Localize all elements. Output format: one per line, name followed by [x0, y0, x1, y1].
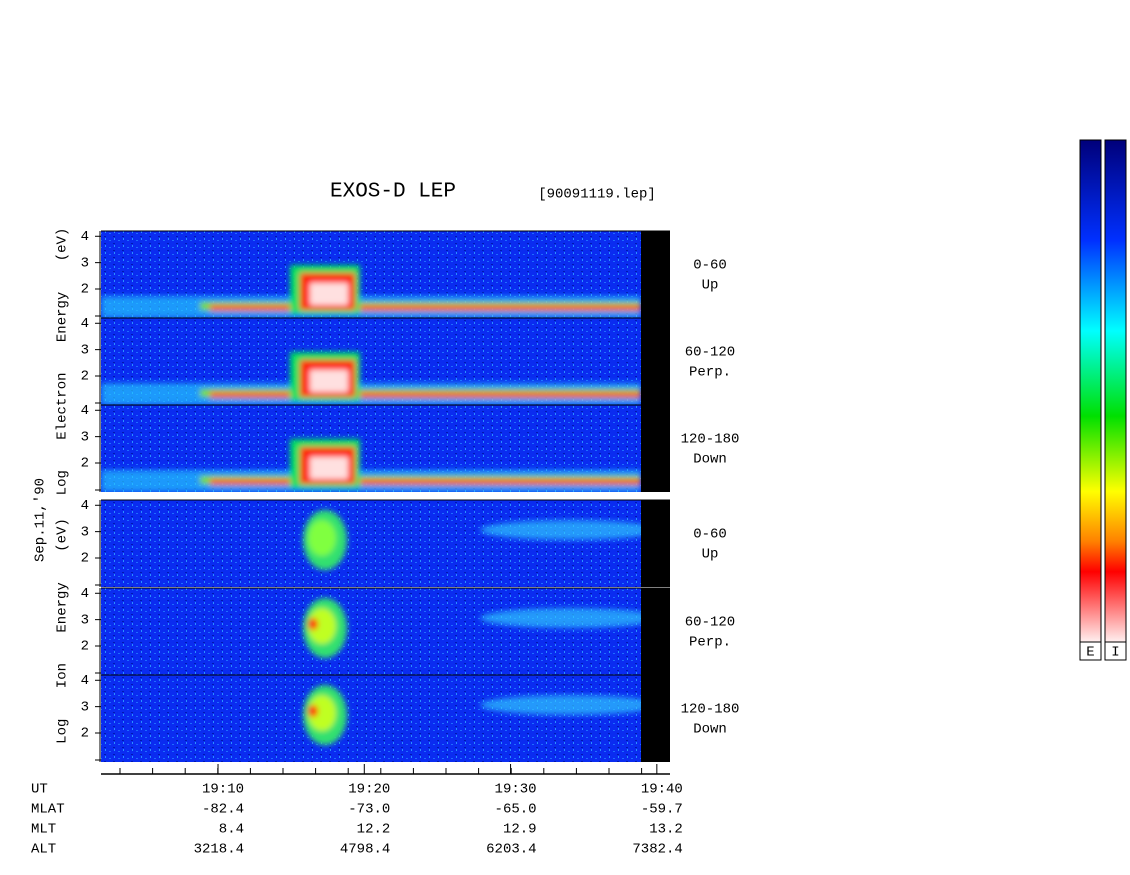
colorbar-label: I [1111, 645, 1119, 661]
direction-label: Down [693, 452, 727, 468]
burst [308, 618, 318, 630]
burst [310, 283, 348, 305]
pitch-angle-label: 120-180 [681, 702, 740, 718]
row-value: 6203.4 [486, 842, 536, 858]
low-energy-band [210, 392, 641, 398]
row-value: 12.2 [357, 822, 391, 838]
row-value: -59.7 [641, 802, 683, 818]
x-tick-label: 19:20 [348, 782, 390, 798]
burst [308, 705, 318, 717]
y-tick-label: 2 [81, 639, 89, 655]
date-label: Sep.11,'90 [33, 478, 49, 562]
x-axis-label: UT [31, 782, 48, 798]
x-tick-label: 19:10 [202, 782, 244, 798]
y-tick-label: 4 [81, 673, 89, 689]
y-tick-label: 4 [81, 586, 89, 602]
y-tick-label: 3 [81, 429, 89, 445]
diffuse-band [480, 520, 641, 540]
direction-label: Perp. [689, 365, 731, 381]
row-value: 12.9 [503, 822, 537, 838]
diffuse-band [480, 608, 641, 628]
row-label: ALT [31, 842, 56, 858]
row-value: 4798.4 [340, 842, 390, 858]
pitch-angle-label: 0-60 [693, 527, 727, 543]
row-value: 8.4 [219, 822, 244, 838]
row-value: -82.4 [202, 802, 244, 818]
colorbar-label-box [1079, 641, 1102, 661]
row-label: MLT [31, 822, 56, 838]
x-tick-label: 19:30 [495, 782, 537, 798]
spectrogram-background [101, 675, 641, 762]
title: EXOS-D LEP [330, 181, 456, 204]
row-value: 7382.4 [632, 842, 682, 858]
pitch-angle-label: 120-180 [681, 432, 740, 448]
y-tick-label: 3 [81, 524, 89, 540]
y-tick-label: 3 [81, 699, 89, 715]
low-energy-band [210, 479, 641, 485]
burst [308, 520, 336, 556]
data-gap [641, 318, 670, 405]
y-tick-label: 4 [81, 498, 89, 514]
low-energy-band [210, 305, 641, 311]
row-value: 13.2 [649, 822, 683, 838]
pitch-angle-label: 60-120 [685, 615, 735, 631]
y-tick-label: 2 [81, 282, 89, 298]
y-axis-label: Log Ion Energy (eV) [55, 518, 71, 744]
data-gap [641, 675, 670, 762]
colorbar-label-box [1104, 641, 1127, 661]
burst [310, 457, 348, 479]
row-label: MLAT [31, 802, 65, 818]
direction-label: Down [693, 722, 727, 738]
burst [310, 370, 348, 392]
spectrogram-features [101, 439, 641, 492]
colorbar [1079, 139, 1102, 643]
burst [308, 608, 336, 644]
y-tick-label: 3 [81, 612, 89, 628]
y-tick-label: 2 [81, 551, 89, 567]
data-gap [641, 588, 670, 675]
y-tick-label: 4 [81, 229, 89, 245]
pitch-angle-label: 60-120 [685, 345, 735, 361]
direction-label: Up [702, 547, 719, 563]
y-tick-label: 3 [81, 342, 89, 358]
row-value: 3218.4 [194, 842, 244, 858]
data-gap [641, 405, 670, 492]
spectrogram-background [101, 500, 641, 587]
file-name: [90091119.lep] [538, 187, 656, 203]
row-value: -73.0 [348, 802, 390, 818]
y-tick-label: 2 [81, 369, 89, 385]
diffuse-band [480, 695, 641, 715]
spectrogram-features [101, 352, 641, 405]
y-tick-label: 3 [81, 255, 89, 271]
y-tick-label: 2 [81, 456, 89, 472]
spectrogram-features [101, 265, 641, 318]
y-tick-label: 2 [81, 726, 89, 742]
spectrogram-features [303, 510, 641, 570]
data-gap [641, 231, 670, 318]
y-tick-label: 4 [81, 316, 89, 332]
x-tick-label: 19:40 [641, 782, 683, 798]
spectrogram-features [303, 685, 641, 745]
direction-label: Perp. [689, 635, 731, 651]
spectrogram-background [101, 588, 641, 675]
data-gap [641, 500, 670, 587]
y-axis-label: Log Electron Energy (eV) [55, 228, 71, 496]
colorbar [1104, 139, 1127, 643]
burst [308, 695, 336, 731]
y-tick-label: 4 [81, 403, 89, 419]
spectrogram-features [303, 598, 641, 658]
colorbar-label: E [1086, 645, 1094, 661]
direction-label: Up [702, 278, 719, 294]
pitch-angle-label: 0-60 [693, 258, 727, 274]
row-value: -65.0 [495, 802, 537, 818]
